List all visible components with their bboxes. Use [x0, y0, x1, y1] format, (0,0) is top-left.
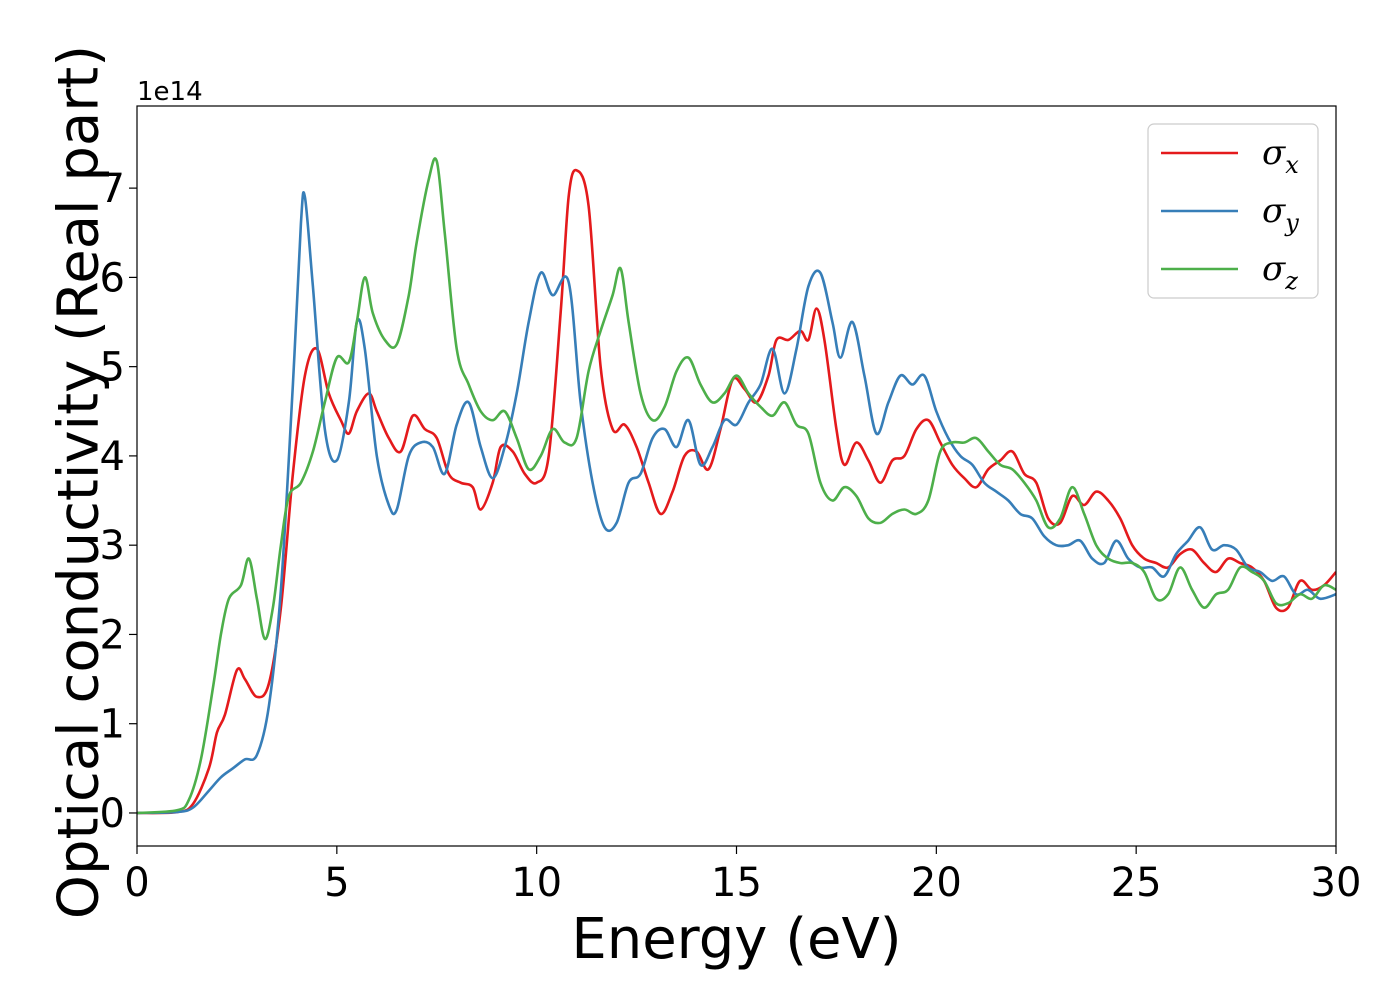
x-tick-label: 10: [511, 860, 562, 906]
y-tick-label: 1: [100, 702, 125, 748]
series-line-z: [137, 157, 1336, 815]
y-offset-label: 1e14: [137, 77, 203, 107]
y-tick-label: 5: [100, 345, 125, 391]
y-tick-label: 2: [100, 612, 125, 658]
y-axis-label: Optical conductivity (Real part): [47, 45, 112, 919]
x-tick-label: 25: [1111, 860, 1162, 906]
legend-label-x: σx: [1262, 133, 1299, 179]
x-tick-label: 20: [911, 860, 962, 906]
y-tick-label: 4: [100, 434, 125, 480]
x-axis: 0 5 10 15 20 25 30: [124, 846, 1361, 906]
y-tick-label: 0: [100, 791, 125, 837]
y-tick-label: 3: [100, 523, 125, 569]
y-tick-label: 7: [100, 166, 125, 212]
x-tick-label: 0: [124, 860, 149, 906]
x-axis-label: Energy (eV): [571, 907, 901, 972]
series-layer: [137, 157, 1336, 815]
legend-label-y: σy: [1262, 191, 1299, 237]
x-tick-label: 15: [711, 860, 762, 906]
x-tick-label: 5: [324, 860, 349, 906]
legend: σx σy σz: [1147, 123, 1319, 299]
x-tick-label: 30: [1311, 860, 1362, 906]
legend-label-z: σz: [1262, 249, 1298, 295]
series-line-y: [137, 191, 1336, 815]
y-axis: 0 1 2 3 4 5 6 7: [100, 166, 137, 837]
y-tick-label: 6: [100, 255, 125, 301]
